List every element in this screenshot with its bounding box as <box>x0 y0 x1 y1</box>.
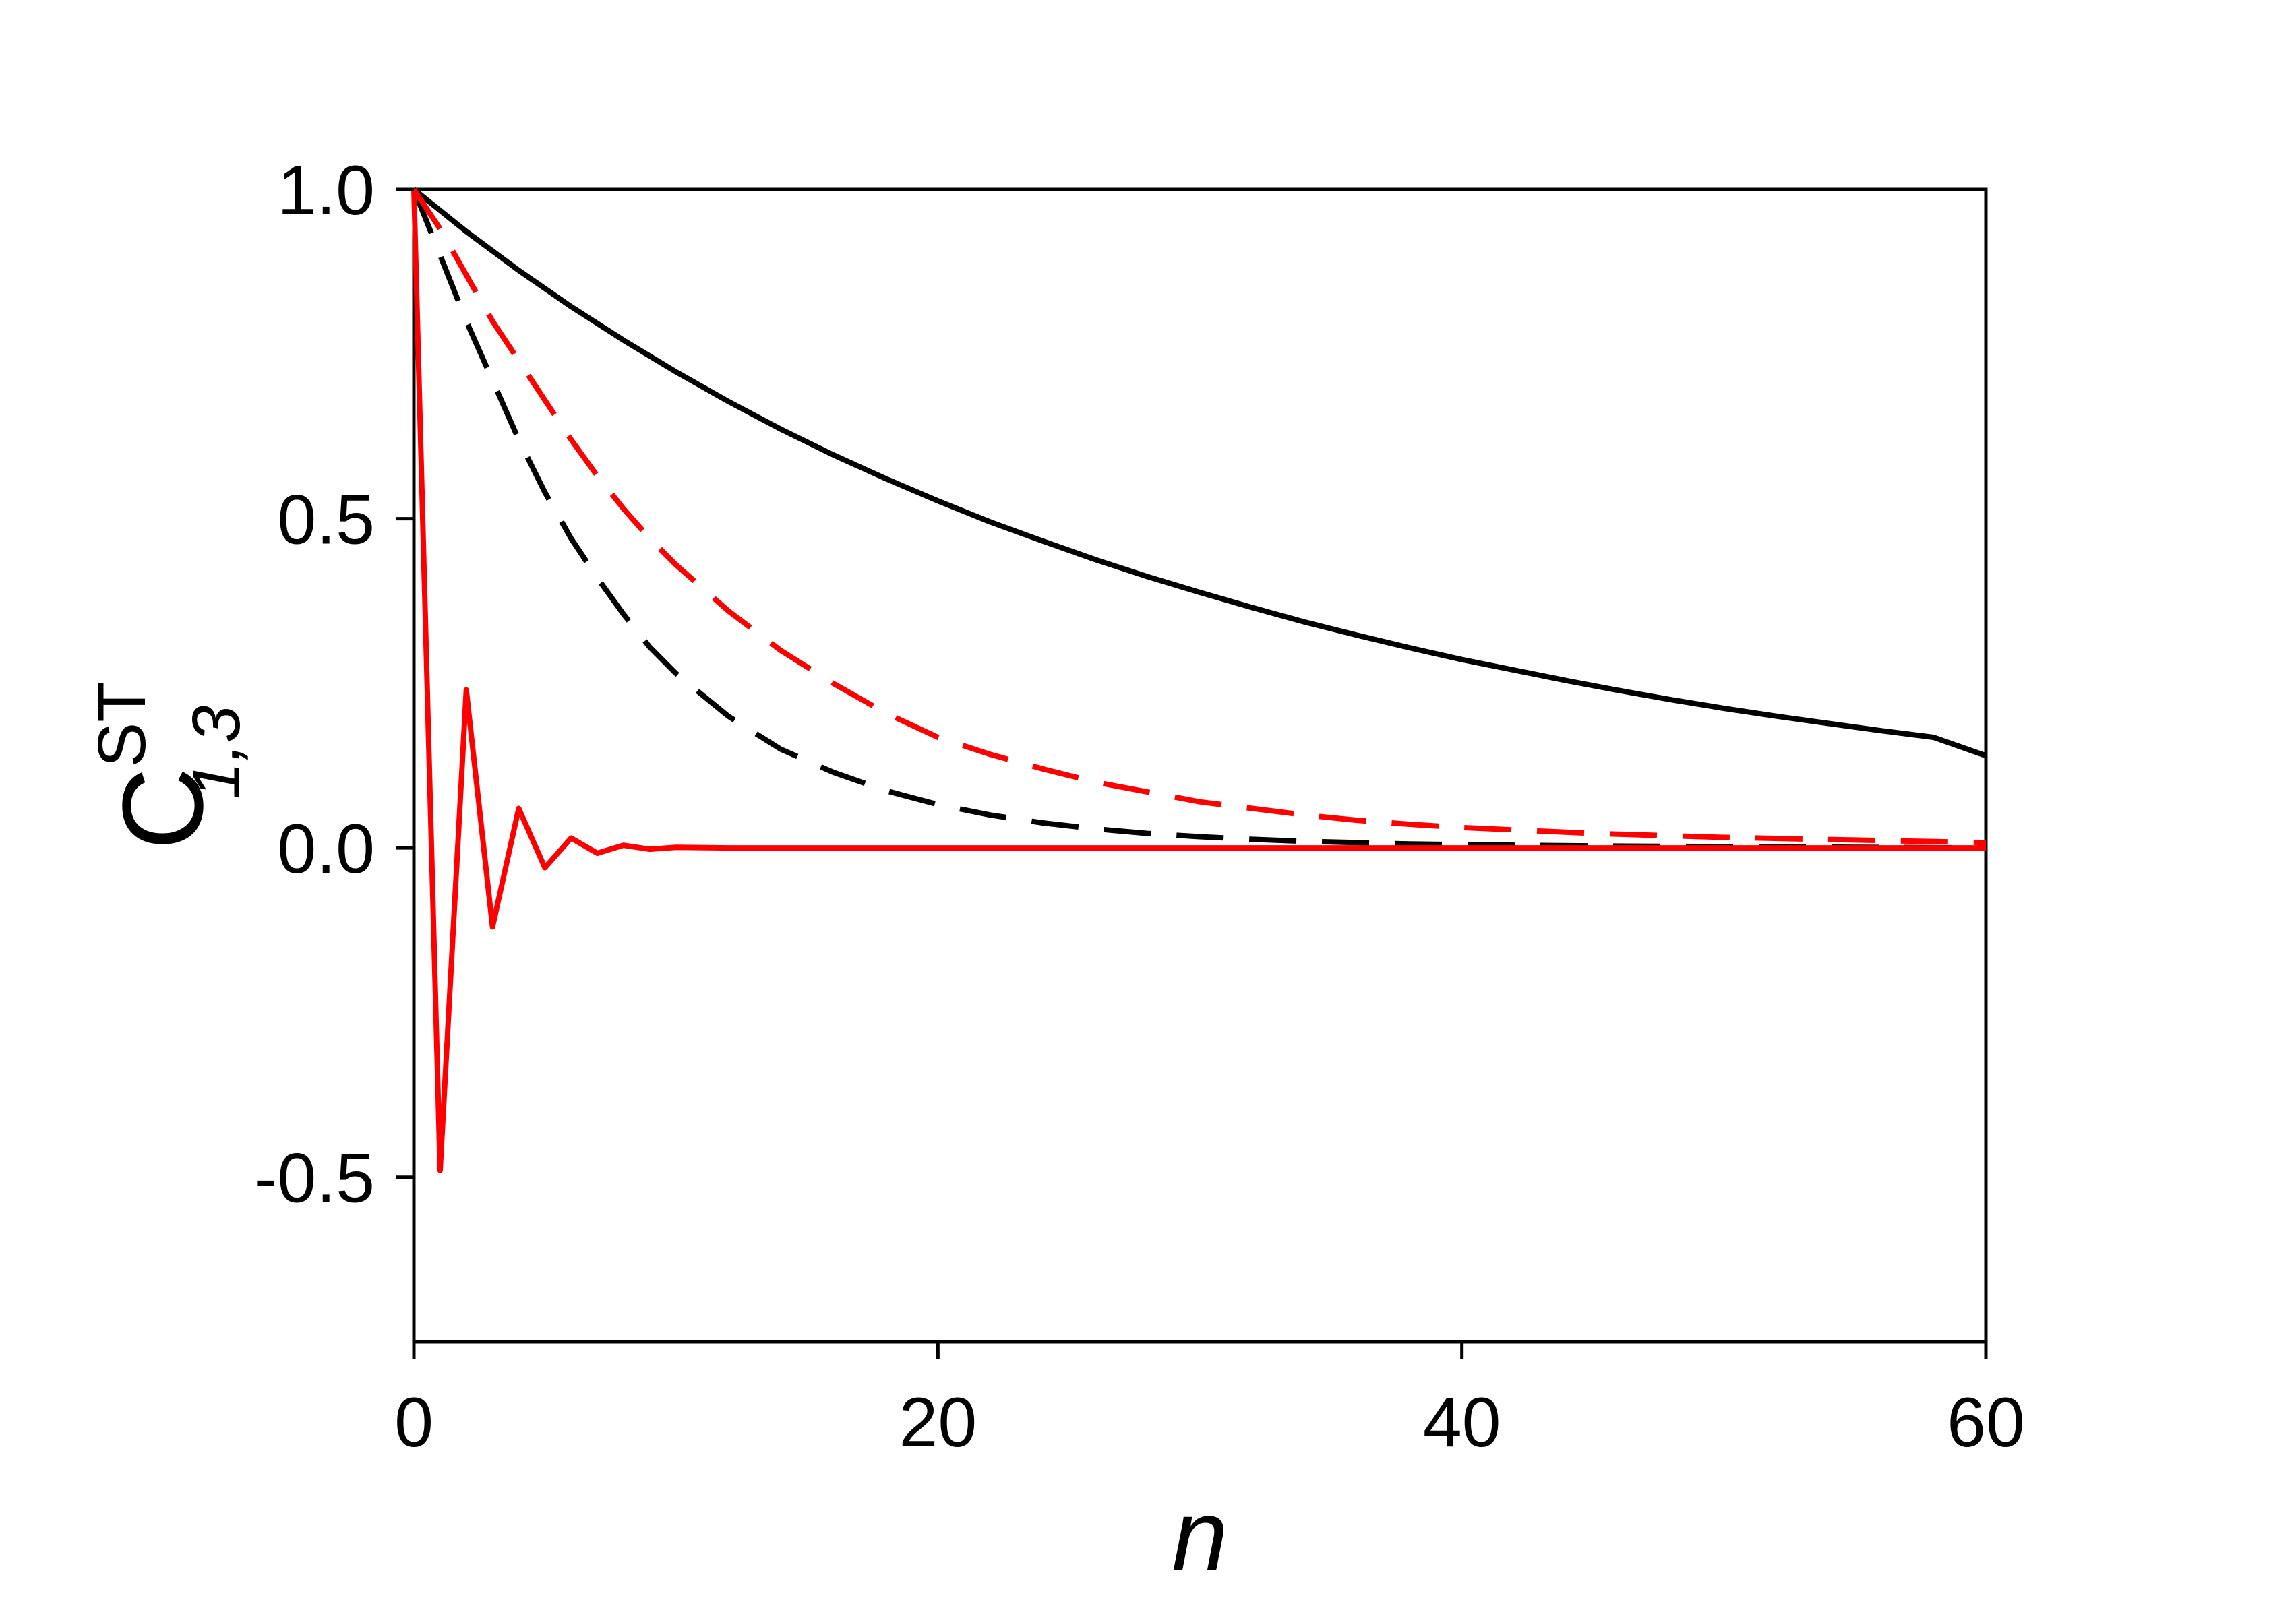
plot-frame <box>412 187 1988 1344</box>
x-axis-title: n <box>1172 1479 1228 1592</box>
y-axis-title-sub: 1,3 <box>179 706 254 799</box>
y-tick-label: 1.0 <box>277 152 375 230</box>
y-axis-title: CST 1,3 <box>84 681 254 851</box>
series-line-2-dashed <box>411 188 1987 851</box>
label-layer: 0 20 40 60 1.0 0.5 0.0 -0.5 <box>254 152 2025 1462</box>
y-axis-title-sup: ST <box>84 681 160 768</box>
x-tick-label: 40 <box>1423 1384 1501 1462</box>
series-line-4-solid <box>411 189 1986 1173</box>
y-tick-label: 0.0 <box>277 810 375 888</box>
y-tick-label: 0.5 <box>277 481 375 559</box>
y-axis-title-base: C <box>99 768 227 851</box>
x-tick-label: 0 <box>394 1384 433 1462</box>
x-tick-label: 20 <box>899 1384 977 1462</box>
series-layer <box>411 187 1987 1173</box>
x-tick-label: 60 <box>1947 1384 2025 1462</box>
tick-layer <box>396 187 1988 1359</box>
y-tick-label: -0.5 <box>254 1140 375 1218</box>
series-line-1-solid <box>412 187 1987 759</box>
series-line-3-dashed <box>411 187 1987 846</box>
